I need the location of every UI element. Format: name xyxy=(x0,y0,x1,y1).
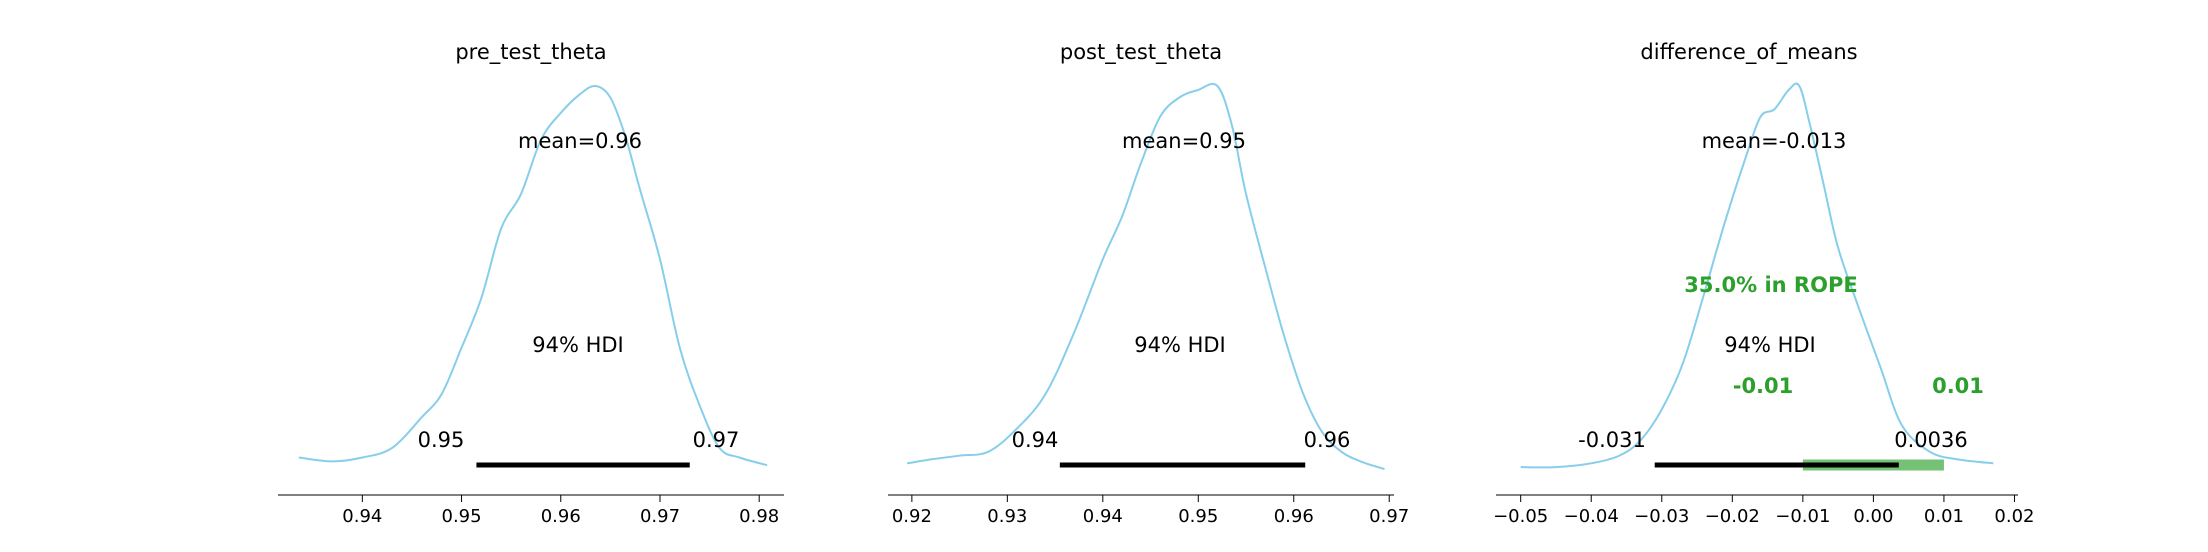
mean-label: mean=-0.013 xyxy=(1702,129,1847,153)
x-tick-label: −0.05 xyxy=(1493,506,1548,527)
x-tick-label: −0.03 xyxy=(1634,506,1689,527)
density-curve xyxy=(1520,82,1994,469)
x-axis-ticks: −0.05 −0.04 −0.03 −0.02 −0.01 0.00 0.01 0.02 xyxy=(1493,495,2035,527)
x-tick-label: 0.96 xyxy=(1274,506,1314,527)
mean-label: mean=0.96 xyxy=(518,129,642,153)
x-tick-label: 0.93 xyxy=(987,506,1027,527)
x-tick-label: 0.92 xyxy=(892,506,932,527)
hdi-label: 94% HDI xyxy=(1134,333,1226,357)
x-tick-label: 0.95 xyxy=(1178,506,1218,527)
hdi-label: 94% HDI xyxy=(1724,333,1816,357)
x-axis-ticks: 0.94 0.95 0.96 0.97 0.98 xyxy=(342,495,779,527)
panel-pre-test-theta: pre_test_theta mean=0.96 94% HDI 0.95 0.… xyxy=(278,40,784,527)
mean-label: mean=0.95 xyxy=(1122,129,1246,153)
x-tick-label: 0.94 xyxy=(342,506,382,527)
hdi-high-label: 0.97 xyxy=(693,428,740,452)
density-curve xyxy=(906,82,1385,471)
rope-high-label: 0.01 xyxy=(1932,374,1984,398)
panel-title: pre_test_theta xyxy=(455,40,606,65)
rope-low-label: -0.01 xyxy=(1733,374,1794,398)
hdi-high-label: 0.0036 xyxy=(1894,428,1967,452)
x-tick-label: 0.97 xyxy=(1369,506,1409,527)
x-tick-label: −0.04 xyxy=(1564,506,1619,527)
x-tick-label: 0.95 xyxy=(442,506,482,527)
hdi-high-label: 0.96 xyxy=(1304,428,1351,452)
x-tick-label: 0.00 xyxy=(1853,506,1893,527)
x-tick-label: 0.97 xyxy=(640,506,680,527)
density-curve xyxy=(298,84,768,467)
x-axis-ticks: 0.92 0.93 0.94 0.95 0.96 0.97 xyxy=(892,495,1409,527)
x-tick-label: −0.02 xyxy=(1705,506,1760,527)
panel-title: difference_of_means xyxy=(1640,40,1857,65)
x-tick-label: 0.01 xyxy=(1924,506,1964,527)
panel-post-test-theta: post_test_theta mean=0.95 94% HDI 0.94 0… xyxy=(888,40,1409,527)
x-tick-label: −0.01 xyxy=(1775,506,1830,527)
hdi-low-label: 0.95 xyxy=(418,428,465,452)
x-tick-label: 0.02 xyxy=(1994,506,2034,527)
hdi-low-label: 0.94 xyxy=(1012,428,1059,452)
x-tick-label: 0.94 xyxy=(1083,506,1123,527)
x-tick-label: 0.98 xyxy=(739,506,779,527)
panel-title: post_test_theta xyxy=(1060,40,1222,65)
x-tick-label: 0.96 xyxy=(541,506,581,527)
panel-difference-of-means: difference_of_means mean=-0.013 35.0% in… xyxy=(1493,40,2034,527)
rope-percent-label: 35.0% in ROPE xyxy=(1684,273,1857,297)
hdi-low-label: -0.031 xyxy=(1578,428,1646,452)
hdi-label: 94% HDI xyxy=(532,333,624,357)
